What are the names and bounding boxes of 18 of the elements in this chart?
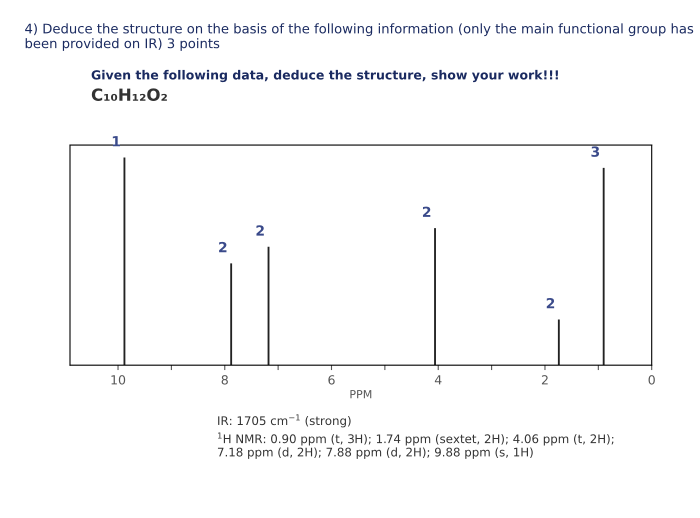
chart-subtitle: Given the following data, deduce the structure, show your work!!! (92, 70, 558, 82)
annotation: 1 (112, 136, 120, 146)
x-tick-label: 2 (542, 375, 548, 384)
x-tick-label: 8 (222, 375, 228, 385)
x-tick-label: 0 (648, 375, 655, 385)
x-tick-label: 6 (328, 375, 335, 385)
chart-title: 4) Deduce the structure on the basis of the following information (only the main functional group has been provided on IR) 3 points (25, 23, 694, 51)
text: $^{1}$H NMR: 0.90 ppm (t, 3H); 1.74 ppm (sextet, 2H); 4.06 ppm (t, 2H); 7.18 ppm (d, 2H); 7.88 ppm (d, 2H); 9.88 ppm (s, 1H) (218, 432, 614, 459)
x-axis-title: PPM (350, 390, 372, 398)
x-tick-label: 10 (111, 375, 126, 385)
text: C₁₀H₁₂O₂ (92, 88, 167, 101)
annotation: 2 (422, 206, 430, 217)
annotation: 3 (591, 146, 600, 157)
annotation: 2 (219, 242, 226, 252)
annotation: 2 (546, 298, 554, 308)
annotation: 2 (256, 225, 264, 236)
text: IR: 1705 cm$^{−1}$ (strong) (218, 414, 351, 428)
x-tick-label: 4 (434, 375, 442, 384)
